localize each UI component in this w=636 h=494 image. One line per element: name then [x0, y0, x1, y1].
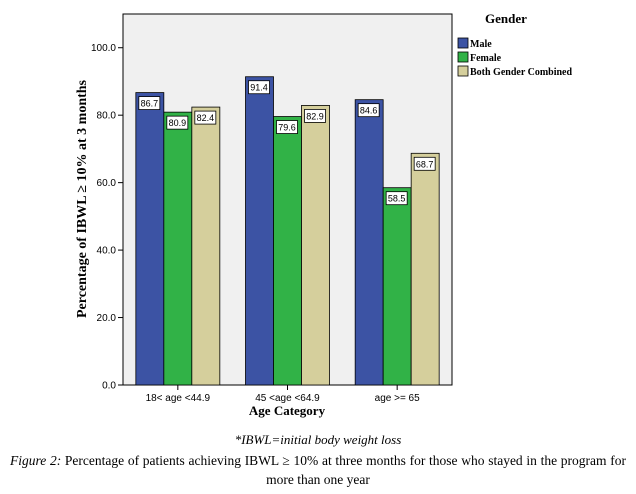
data-label-box [276, 120, 298, 134]
y-axis: 0.0 20.0 40.0 60.0 80.0 100.0 [91, 43, 123, 392]
x-tick-label: age >= 65 [375, 393, 420, 404]
y-tick-label: 0.0 [102, 381, 116, 392]
data-label: 58.5 [388, 194, 406, 204]
data-label-box [385, 191, 408, 206]
data-label: 82.4 [197, 113, 215, 123]
y-tick-label: 60.0 [97, 178, 117, 189]
data-label: 82.9 [306, 111, 324, 121]
bar-chart: 0.0 20.0 40.0 60.0 80.0 100.0 18< age <44.9 45… [75, 11, 572, 418]
data-label: 80.9 [169, 118, 187, 128]
caption-label: Figure 2: [10, 453, 62, 468]
data-label-box [357, 103, 380, 118]
bar [135, 92, 165, 386]
y-tick-label: 100.0 [91, 43, 116, 54]
x-axis-title: Age Category [249, 403, 326, 418]
caption-text: Percentage of patients achieving IBWL ≥ … [64, 453, 626, 487]
bar [245, 76, 274, 386]
y-tick-label: 20.0 [97, 313, 117, 324]
data-label: 79.6 [278, 123, 296, 133]
x-tick-label: 18< age <44.9 [146, 393, 211, 404]
data-label-box [413, 156, 436, 171]
bar [301, 105, 330, 386]
legend-swatch [457, 37, 469, 49]
legend-label: Male [470, 39, 492, 50]
legend: Male Female Both Gender Combined [457, 37, 572, 78]
x-axis: 18< age <44.9 45 <age <64.9 age >= 65 [146, 385, 420, 404]
legend-label: Female [470, 53, 502, 64]
y-tick-label: 40.0 [97, 246, 117, 257]
data-label: 91.4 [250, 83, 268, 93]
bar [273, 116, 302, 386]
bar [410, 152, 440, 386]
legend-label: Both Gender Combined [470, 67, 572, 78]
footnote: *IBWL=initial body weight loss [234, 432, 402, 447]
data-labels: 86.7 80.9 82.4 91.4 79.6 82.9 84.6 58.5 68.7 [138, 80, 436, 206]
bar [354, 99, 384, 386]
bar [191, 106, 221, 386]
data-label-box [194, 110, 217, 125]
data-label: 86.7 [141, 99, 159, 109]
bar [382, 187, 412, 386]
legend-title: Gender [485, 11, 527, 26]
y-axis-title: Percentage of IBWL ≥ 10% at 3 months [75, 79, 90, 318]
data-label-box [166, 115, 189, 130]
figure-caption: Figure 2: Percentage of patients achievi… [10, 451, 626, 489]
bars [135, 76, 440, 386]
x-tick-label: 45 <age <64.9 [255, 393, 320, 404]
data-label-box [248, 80, 270, 95]
data-label-box [138, 96, 161, 110]
bar [163, 111, 193, 386]
data-label: 84.6 [360, 106, 378, 116]
legend-swatch [457, 65, 469, 77]
y-tick-label: 80.0 [97, 111, 117, 122]
data-label: 68.7 [416, 159, 434, 169]
legend-swatch [457, 51, 469, 63]
data-label-box [304, 109, 326, 123]
